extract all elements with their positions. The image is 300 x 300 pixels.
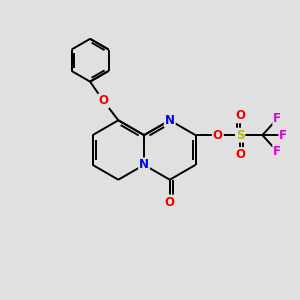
Text: F: F <box>273 112 281 125</box>
Text: O: O <box>213 129 223 142</box>
Text: O: O <box>235 109 245 122</box>
Text: N: N <box>165 114 175 127</box>
Text: F: F <box>279 129 287 142</box>
Text: O: O <box>98 94 109 107</box>
Text: F: F <box>273 145 281 158</box>
Text: O: O <box>235 148 245 161</box>
Text: S: S <box>236 129 244 142</box>
Text: N: N <box>139 158 149 171</box>
Text: O: O <box>165 196 175 208</box>
